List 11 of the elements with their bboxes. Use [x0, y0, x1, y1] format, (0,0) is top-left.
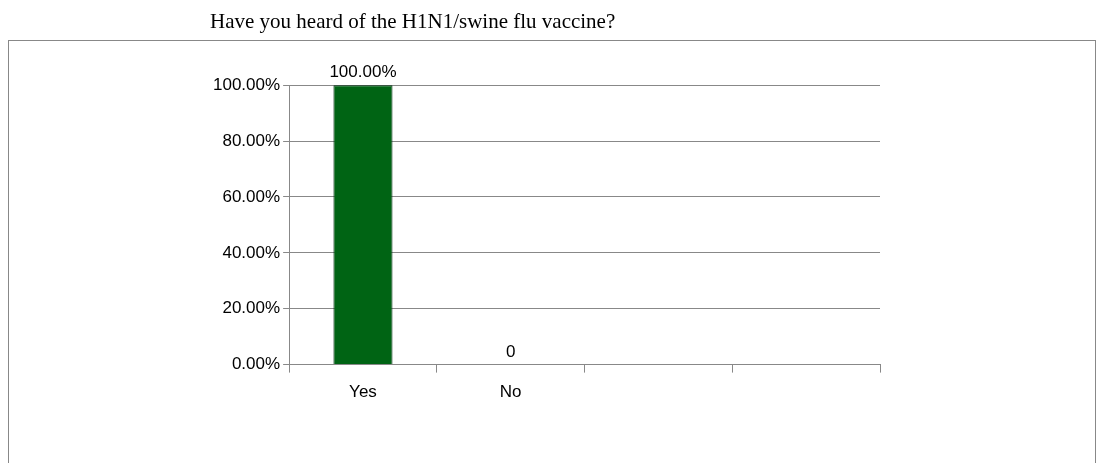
y-tick-label: 60.00% [222, 186, 281, 206]
data-label: 0 [505, 341, 516, 361]
y-tick-label: 40.00% [222, 242, 281, 262]
y-tick-label: 20.00% [222, 298, 281, 318]
y-tick-label: 80.00% [222, 130, 281, 150]
y-tick-label: 100.00% [212, 74, 281, 94]
y-tick-label: 0.00% [231, 354, 281, 374]
x-tick-label: Yes [349, 382, 377, 402]
data-label: 100.00% [329, 62, 397, 82]
chart-title: Have you heard of the H1N1/swine flu vaccine? [210, 9, 616, 34]
x-tick-label: No [499, 382, 522, 402]
